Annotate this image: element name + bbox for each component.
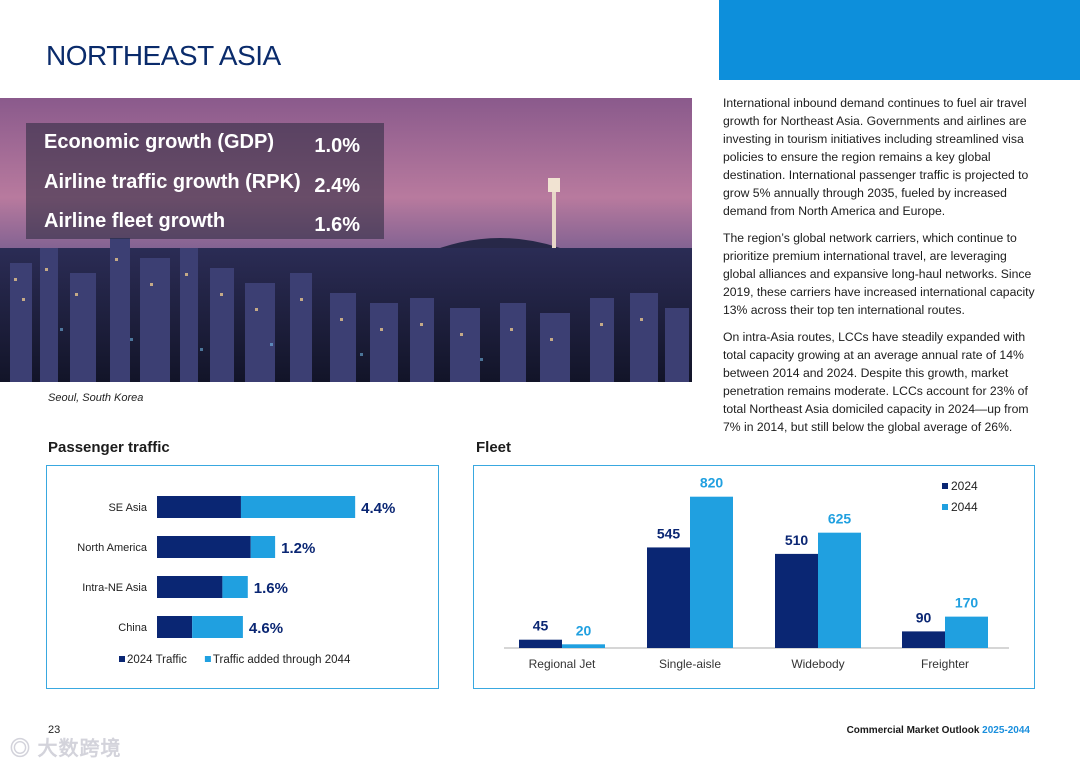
bar [647, 547, 690, 648]
category-label: China [118, 622, 148, 634]
bar-segment [192, 616, 243, 638]
stat-value: 1.0% [314, 135, 360, 157]
category-label: Intra-NE Asia [82, 582, 148, 594]
stat-label: Airline fleet growth [44, 210, 226, 232]
paragraph: The region’s global network carriers, wh… [723, 231, 1035, 317]
passenger-chart: SE Asia 4.4% North America 1.2% Intra-NE Asi… [77, 496, 395, 666]
bar-segment [222, 576, 248, 598]
top-accent-bar [719, 0, 1080, 80]
stat-label: Economic growth (GDP) [44, 131, 274, 153]
category-label: Freighter [921, 657, 969, 671]
legend-swatch [942, 483, 948, 489]
bar-segment [157, 576, 223, 598]
brand-name: Commercial Market Outlook [846, 725, 980, 736]
fleet-chart-title: Fleet [476, 439, 512, 456]
fleet-chart: 45 20 Regional Jet 545 820 Single-aisle 510 625… [504, 475, 1009, 671]
paragraph: On intra-Asia routes, LCCs have steadily… [723, 330, 1029, 434]
stat-value: 1.6% [314, 214, 360, 236]
data-label: 45 [533, 618, 549, 634]
category-label: Single-aisle [659, 657, 721, 671]
legend-label: 2044 [951, 500, 978, 514]
data-label: 4.6% [249, 620, 283, 637]
paragraph: International inbound demand continues t… [723, 96, 1029, 218]
stat-gdp: Economic growth (GDP) 1.0% [44, 127, 374, 157]
bar-segment [240, 496, 356, 518]
legend-swatch [942, 504, 948, 510]
data-label: 820 [700, 475, 724, 491]
data-label: 1.2% [281, 540, 315, 557]
footer-brand: Commercial Market Outlook 2025-2044 [847, 725, 1030, 736]
bar-segment [157, 536, 251, 558]
bar [775, 553, 818, 648]
key-stats-box: Economic growth (GDP) 1.0% Airline traff… [26, 123, 384, 239]
bar-segment [157, 496, 241, 518]
category-label: Widebody [791, 657, 844, 671]
legend-swatch [204, 656, 211, 662]
data-label: 510 [785, 532, 809, 548]
photo-caption: Seoul, South Korea [48, 392, 144, 404]
legend-label: 2024 [951, 479, 978, 493]
stat-rpk: Airline traffic growth (RPK) 2.4% [44, 167, 374, 197]
passenger-chart-panel: SE Asia 4.4% North America 1.2% Intra-NE Asi… [46, 465, 439, 689]
bar [562, 644, 605, 648]
data-label: 20 [576, 622, 592, 638]
data-label: 625 [828, 511, 852, 527]
bar [818, 532, 861, 648]
data-label: 170 [955, 595, 979, 611]
category-label: North America [77, 542, 148, 554]
fleet-chart-panel: 45 20 Regional Jet 545 820 Single-aisle 510 625… [473, 465, 1035, 689]
data-label: 545 [657, 525, 681, 541]
legend-label: Traffic added through 2044 [213, 654, 351, 666]
stat-value: 2.4% [314, 175, 360, 197]
category-label: Regional Jet [529, 657, 596, 671]
legend-label: 2024 Traffic [127, 654, 187, 666]
bar [519, 639, 562, 648]
watermark-logo: ◎ 大数跨境 [10, 738, 122, 760]
legend-swatch [119, 656, 125, 662]
brand-years: 2025-2044 [982, 725, 1030, 736]
data-label: 4.4% [361, 500, 395, 517]
bar-segment [157, 616, 193, 638]
bar [690, 496, 733, 648]
stat-label: Airline traffic growth (RPK) [44, 171, 301, 193]
bar-segment [250, 536, 276, 558]
passenger-chart-title: Passenger traffic [48, 439, 170, 456]
stat-fleet: Airline fleet growth 1.6% [44, 206, 374, 236]
bar [902, 631, 945, 648]
page-number: 23 [48, 724, 61, 736]
body-text: International inbound demand continues t… [723, 94, 1041, 445]
data-label: 1.6% [254, 580, 288, 597]
page-title: NORTHEAST ASIA [46, 40, 281, 71]
bar [945, 616, 988, 648]
category-label: SE Asia [108, 502, 147, 514]
data-label: 90 [916, 609, 932, 625]
